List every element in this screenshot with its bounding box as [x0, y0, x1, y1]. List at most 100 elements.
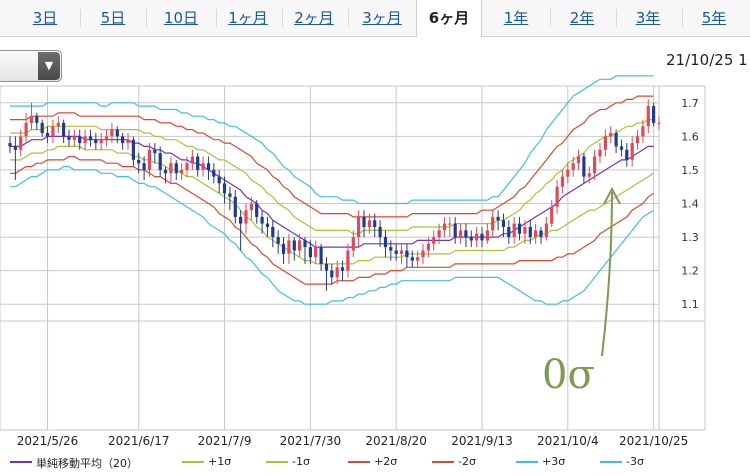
candle-body [56, 122, 60, 127]
legend-label: -2σ [458, 455, 476, 468]
candle-body [544, 223, 548, 237]
x-tick-label: 2021/10/25 [619, 434, 688, 448]
candle-body [646, 106, 650, 127]
candle-body [104, 136, 109, 140]
candle-body [475, 233, 479, 241]
candle-body [185, 163, 189, 170]
legend-item-minus3sigma: -3σ [600, 455, 660, 469]
candle-body [421, 250, 425, 258]
candle-body [630, 143, 634, 160]
candle-body [287, 240, 291, 254]
candle-body [324, 263, 329, 271]
candle-body [346, 250, 350, 271]
x-tick-label: 2021/5/26 [17, 434, 79, 448]
candle-body [330, 270, 334, 278]
tab-2y[interactable]: 2年 [569, 9, 595, 27]
candle-body [512, 223, 516, 237]
y-tick-label: 1.3 [681, 231, 699, 244]
x-tick-label: 2021/8/20 [365, 434, 427, 448]
tab-6m[interactable]: 6ヶ月 [416, 0, 482, 37]
tab-3m[interactable]: 3ヶ月 [362, 9, 402, 27]
candle-body [121, 136, 125, 144]
legend-item-plus1sigma: +1σ [182, 455, 242, 469]
candle-body [598, 149, 602, 157]
candle-body [260, 216, 264, 224]
legend-label: +2σ [374, 455, 398, 468]
band-line [10, 95, 654, 218]
tab-1y[interactable]: 1年 [503, 9, 529, 27]
candle-body [453, 223, 457, 237]
candle-body [24, 122, 28, 137]
candle-body [292, 240, 296, 251]
legend-swatch [600, 461, 622, 463]
candle-body [131, 139, 135, 160]
tab-divider [216, 9, 217, 27]
tab-5y[interactable]: 5年 [701, 9, 727, 27]
candle-body [115, 129, 119, 137]
x-tick-label: 2021/7/30 [280, 434, 342, 448]
candle-body [448, 223, 452, 225]
candle-body [228, 193, 232, 197]
candle-body [383, 237, 388, 248]
y-tick-label: 1.5 [681, 164, 699, 177]
tab-divider [616, 9, 617, 27]
candle-body [19, 136, 23, 150]
legend-label: -3σ [626, 455, 644, 468]
candle-body [94, 139, 98, 144]
candle-body [212, 169, 216, 177]
candle-body [40, 122, 44, 133]
y-tick-label: 1.1 [681, 298, 699, 311]
candle-body [609, 133, 613, 137]
chart-legend: 単純移動平均（20） +1σ -1σ +2σ -2σ +3σ -3σ [0, 452, 750, 472]
candle-body [126, 139, 130, 144]
candle-body [244, 210, 248, 224]
legend-swatch [432, 461, 454, 463]
candle-body [62, 122, 66, 137]
tab-divider [80, 9, 81, 27]
legend-swatch [348, 461, 370, 463]
tab-2m[interactable]: 2ヶ月 [294, 9, 334, 27]
tab-10d[interactable]: 10日 [163, 9, 199, 27]
last-updated-datetime: 21/10/25 1 [666, 51, 748, 69]
candlesticks [8, 99, 661, 291]
candle-body [222, 183, 227, 194]
tab-3y[interactable]: 3年 [635, 9, 661, 27]
y-tick-label: 1.4 [681, 198, 699, 211]
candle-body [255, 203, 259, 217]
tab-1m[interactable]: 1ヶ月 [228, 9, 268, 27]
legend-swatch [10, 461, 32, 463]
legend-item-plus3sigma: +3σ [516, 455, 576, 469]
candle-body [496, 216, 500, 221]
candle-body [576, 156, 581, 164]
candle-body [78, 136, 82, 144]
candle-body [147, 149, 152, 170]
candle-body [378, 227, 382, 238]
candle-body [319, 247, 323, 264]
candle-body [308, 247, 312, 258]
candle-body [614, 133, 618, 147]
tab-5d[interactable]: 5日 [100, 9, 126, 27]
chart-type-dropdown[interactable]: ▼ [0, 50, 62, 82]
candle-body [399, 250, 404, 254]
annotation-arrow-shaft [601, 191, 613, 357]
candle-body [523, 227, 527, 234]
legend-item-sma: 単純移動平均（20） [10, 455, 170, 470]
candle-body [416, 257, 420, 261]
candle-body [367, 220, 371, 227]
candle-body [190, 156, 194, 164]
band-line [10, 166, 654, 305]
candle-body [72, 136, 76, 140]
candle-body [480, 233, 484, 241]
candle-body [587, 173, 591, 177]
candle-body [555, 186, 559, 207]
candle-body [641, 126, 645, 137]
candle-body [485, 230, 489, 241]
candle-body [517, 223, 522, 234]
candle-body [635, 136, 640, 144]
tab-3d[interactable]: 3日 [32, 9, 58, 27]
candle-body [298, 240, 302, 251]
candle-body [137, 159, 141, 164]
y-tick-label: 1.2 [681, 265, 699, 278]
candle-body [571, 163, 575, 170]
candle-body [13, 146, 17, 150]
